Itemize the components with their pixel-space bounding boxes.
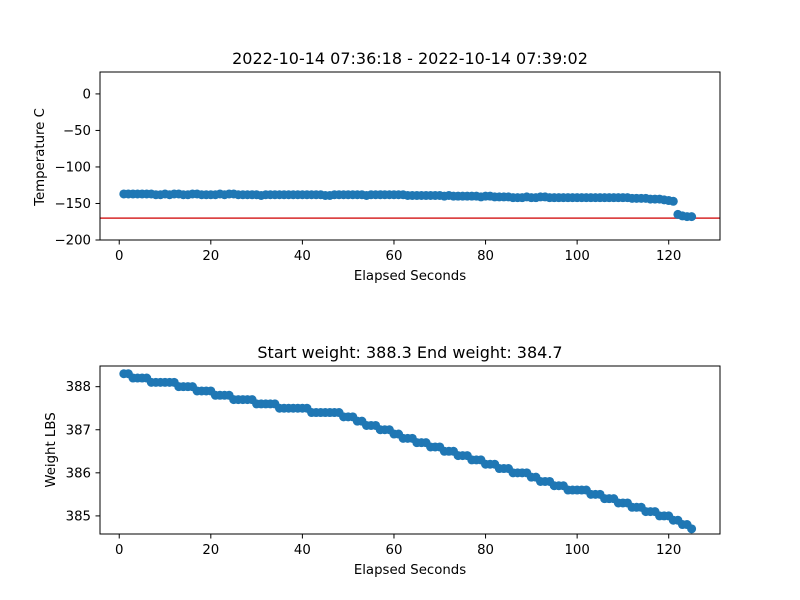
temperature-x-tick-label: 40 [294,249,311,264]
temperature-x-tick-label: 20 [202,249,219,264]
temperature-point [668,196,678,206]
temperature-x-tick-label: 60 [386,249,403,264]
temperature-x-axis-label: Elapsed Seconds [354,269,466,284]
temperature-points [119,189,697,222]
weight-axes-frame [99,365,721,535]
weight-x-tick-label: 80 [477,543,494,558]
weight-plot-title: Start weight: 388.3 End weight: 384.7 [257,343,562,362]
temperature-y-tick-label: −200 [54,234,91,249]
weight-y-axis-label: Weight LBS [44,412,59,487]
weight-x-tick-label: 20 [202,543,219,558]
weight-y-tick-label: 386 [66,466,91,481]
temperature-plot-title: 2022-10-14 07:36:18 - 2022-10-14 07:39:0… [232,49,588,68]
temperature-y-tick-label: 0 [83,87,91,102]
temperature-plot: 2022-10-14 07:36:18 - 2022-10-14 07:39:0… [33,49,721,284]
weight-y-tick-label: 387 [66,423,91,438]
temperature-y-axis-label: Temperature C [33,108,48,207]
temperature-x-tick-label: 120 [656,249,681,264]
temperature-x-tick-label: 80 [477,249,494,264]
temperature-y-tick-label: −150 [54,197,91,212]
weight-y-tick-label: 388 [66,380,91,395]
weight-x-tick-label: 100 [564,543,589,558]
temperature-point [687,212,697,222]
weight-plot: Start weight: 388.3 End weight: 384.7 El… [44,343,721,578]
weight-x-axis-label: Elapsed Seconds [354,563,466,578]
weight-x-tick-label: 0 [115,543,123,558]
weight-x-tick-label: 40 [294,543,311,558]
weight-x-tick-label: 60 [386,543,403,558]
temperature-x-tick-label: 0 [115,249,123,264]
weight-point [687,524,697,534]
temperature-x-tick-label: 100 [564,249,589,264]
weight-points [119,369,697,534]
temperature-axes-frame [99,71,721,241]
weight-x-tick-label: 120 [656,543,681,558]
temperature-y-tick-label: −50 [63,124,91,139]
temperature-y-tick-label: −100 [54,160,91,175]
weight-y-tick-label: 385 [66,509,91,524]
